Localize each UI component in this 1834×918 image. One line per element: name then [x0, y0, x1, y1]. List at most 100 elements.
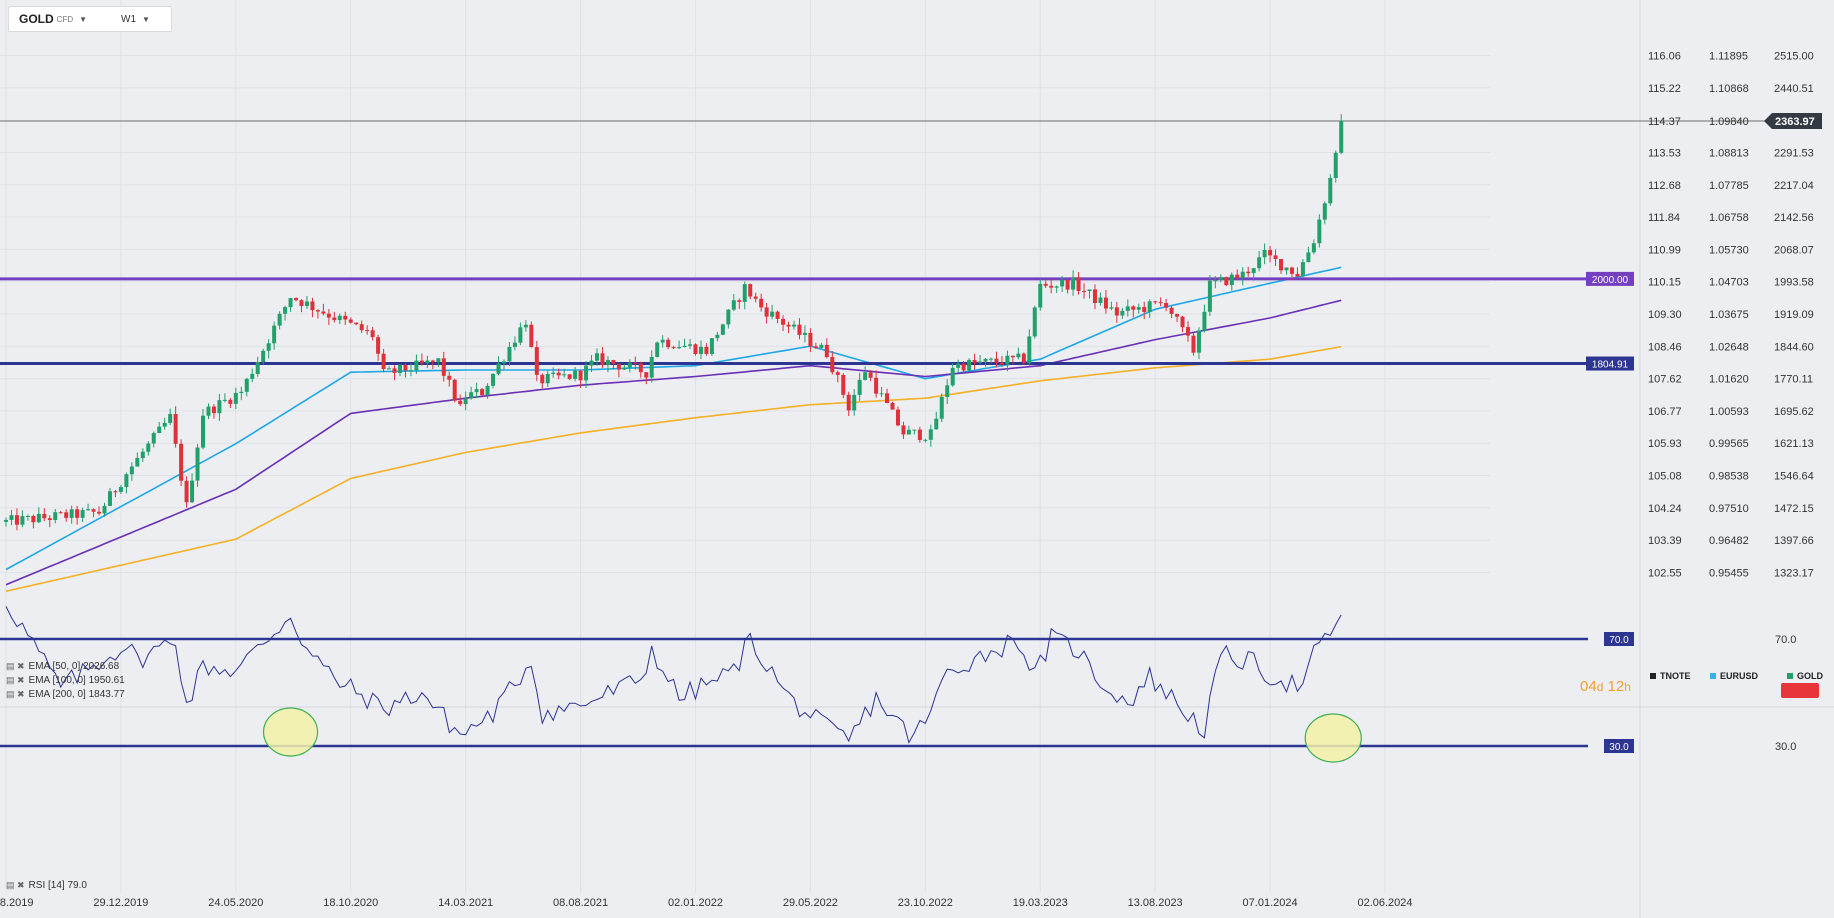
rsi-level-tag	[1604, 632, 1634, 646]
settings-close-icon[interactable]: ▤ ✖	[6, 675, 25, 685]
candle-body	[436, 358, 441, 362]
candle-body	[644, 372, 649, 378]
candle-body	[906, 429, 911, 435]
candle-body	[649, 356, 654, 378]
candle-body	[250, 373, 255, 379]
price-axis-label: 0.98538	[1709, 471, 1749, 483]
legend-gold[interactable]: GOLD	[1787, 671, 1823, 681]
countdown-days: 04	[1580, 678, 1597, 695]
candle-body	[819, 344, 824, 348]
countdown-hours-unit: h	[1624, 680, 1631, 694]
rsi-level-tag	[1604, 739, 1634, 753]
price-axis-label: 116.06	[1648, 51, 1681, 63]
candle-body	[852, 394, 857, 411]
legend-label: EURUSD	[1720, 671, 1759, 681]
candle-body	[452, 379, 457, 401]
candle-body	[408, 370, 413, 372]
candle-body	[1279, 259, 1284, 271]
candle-body	[283, 307, 288, 314]
price-axis-label: 111.84	[1648, 212, 1680, 224]
ema50-line	[5, 266, 1342, 571]
candle-body	[129, 466, 134, 475]
price-axis-label: 1.08813	[1709, 147, 1749, 159]
candle-body	[1186, 327, 1190, 336]
timeframe-selector[interactable]: W1	[121, 13, 137, 25]
candle-body	[726, 309, 731, 325]
ema200-legend[interactable]: ▤ ✖ EMA [200, 0] 1843.77	[6, 689, 125, 700]
settings-close-icon[interactable]: ▤ ✖	[6, 661, 25, 671]
candle-body	[1268, 250, 1273, 256]
candle-body	[666, 339, 671, 348]
candle-body	[365, 330, 370, 332]
candle-body	[551, 372, 556, 375]
settings-close-icon[interactable]: ▤ ✖	[6, 880, 25, 890]
level-tag-label: 1804.91	[1592, 360, 1629, 371]
candle-body	[660, 339, 665, 343]
candle-body	[1060, 279, 1065, 287]
candle-body	[895, 409, 900, 426]
candle-body	[321, 311, 326, 314]
candle-body	[1289, 267, 1294, 274]
candle-body	[781, 318, 786, 325]
price-axis-label: 113.53	[1648, 147, 1681, 159]
candle-body	[956, 363, 961, 368]
price-axis-label: 110.15	[1648, 277, 1681, 289]
chevron-down-icon[interactable]: ▼	[79, 14, 88, 24]
price-axis-label: 110.99	[1648, 244, 1681, 256]
ema50-legend[interactable]: ▤ ✖ EMA [50, 0] 2026.68	[6, 661, 119, 672]
candle-body	[677, 347, 682, 349]
candle-body	[4, 519, 8, 522]
candle-body	[1180, 316, 1185, 328]
price-axis-label: 112.68	[1648, 180, 1681, 192]
candle-body	[846, 394, 851, 411]
candle-body	[1071, 277, 1076, 290]
candle-body	[206, 406, 211, 416]
countdown-hours: 12	[1607, 678, 1625, 695]
chevron-down-icon[interactable]: ▼	[142, 14, 150, 24]
candle-body	[228, 399, 233, 404]
candle-body	[485, 385, 490, 396]
candle-body	[118, 487, 123, 492]
price-axis-label: 1397.66	[1774, 535, 1814, 547]
legend-swatch	[1710, 673, 1716, 679]
symbol-name[interactable]: GOLD	[19, 12, 54, 26]
horizontal-levels[interactable]	[0, 277, 1588, 366]
candle-body	[529, 324, 534, 348]
candle-body	[1109, 307, 1114, 309]
candle-body	[1054, 286, 1059, 288]
price-axis-label: 104.24	[1648, 503, 1682, 515]
settings-close-icon[interactable]: ▤ ✖	[6, 689, 25, 699]
candle-body	[135, 457, 140, 467]
candle-body	[1218, 277, 1223, 281]
candle-body	[1175, 313, 1180, 317]
ema100-legend[interactable]: ▤ ✖ EMA [100, 0] 1950.61	[6, 675, 125, 686]
candle-body	[1082, 291, 1087, 293]
candle-body	[239, 391, 244, 393]
candle-body	[704, 346, 709, 354]
legend-tnote[interactable]: TNOTE	[1650, 671, 1691, 681]
candle-body	[824, 344, 829, 357]
candle-body	[605, 360, 610, 366]
price-axis-label: 1.05730	[1709, 244, 1749, 256]
candle-body	[600, 353, 605, 366]
candle-body	[244, 378, 249, 392]
legend-eurusd[interactable]: EURUSD	[1710, 671, 1758, 681]
candle-body	[343, 315, 348, 320]
ema50-legend-text: EMA [50, 0] 2026.68	[28, 661, 120, 672]
alert-button[interactable]	[1781, 683, 1819, 698]
highlight-circle	[262, 707, 319, 757]
candle-body	[348, 319, 353, 323]
candle-body	[698, 346, 703, 354]
candle-body	[830, 356, 835, 373]
candle-body	[151, 433, 156, 444]
candle-body	[562, 374, 567, 376]
symbol-selector[interactable]: GOLD CFD ▼ W1 ▼	[8, 6, 172, 32]
candle-body	[162, 422, 167, 427]
rsi-legend[interactable]: ▤ ✖ RSI [14] 79.0	[6, 880, 87, 891]
candle-body	[556, 372, 561, 376]
candle-body	[326, 313, 331, 318]
candle-body	[315, 310, 320, 312]
candle-body	[414, 360, 419, 371]
price-axis-label: 1.03675	[1709, 309, 1749, 321]
